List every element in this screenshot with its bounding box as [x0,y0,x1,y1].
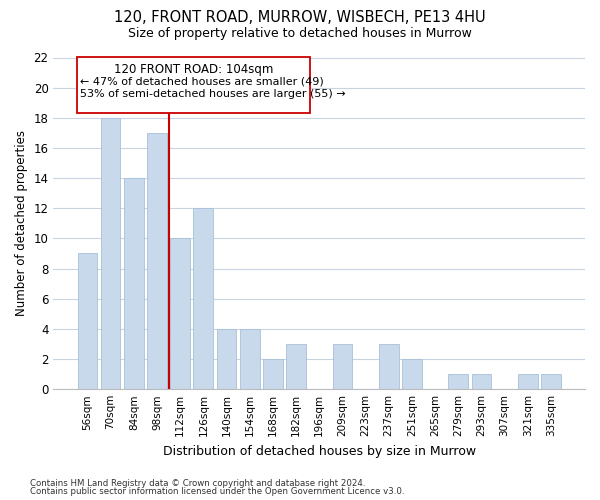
Bar [77,58,310,114]
Bar [147,133,167,389]
Bar [217,329,236,389]
Bar [541,374,561,389]
Text: 120, FRONT ROAD, MURROW, WISBECH, PE13 4HU: 120, FRONT ROAD, MURROW, WISBECH, PE13 4… [114,10,486,25]
Bar [448,374,468,389]
Bar [402,359,422,389]
Bar [193,208,213,389]
Bar [379,344,398,389]
Bar [472,374,491,389]
Bar [286,344,306,389]
Y-axis label: Number of detached properties: Number of detached properties [15,130,28,316]
Bar [101,118,121,389]
Text: 53% of semi-detached houses are larger (55) →: 53% of semi-detached houses are larger (… [80,89,346,99]
Bar [240,329,260,389]
Bar [263,359,283,389]
X-axis label: Distribution of detached houses by size in Murrow: Distribution of detached houses by size … [163,444,476,458]
Bar [170,238,190,389]
Bar [77,254,97,389]
Text: Contains public sector information licensed under the Open Government Licence v3: Contains public sector information licen… [30,487,404,496]
Bar [332,344,352,389]
Text: ← 47% of detached houses are smaller (49): ← 47% of detached houses are smaller (49… [80,76,324,86]
Bar [518,374,538,389]
Text: 120 FRONT ROAD: 104sqm: 120 FRONT ROAD: 104sqm [114,63,273,76]
Text: Size of property relative to detached houses in Murrow: Size of property relative to detached ho… [128,28,472,40]
Text: Contains HM Land Registry data © Crown copyright and database right 2024.: Contains HM Land Registry data © Crown c… [30,478,365,488]
Bar [124,178,143,389]
